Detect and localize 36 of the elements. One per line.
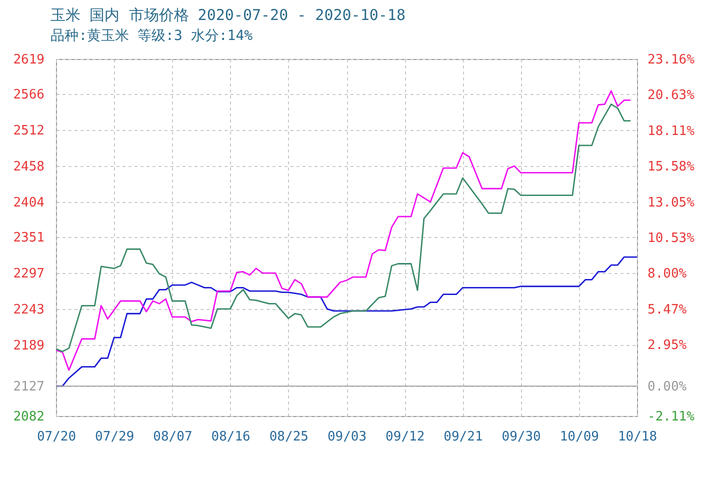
y2-tick-label: -2.11% bbox=[648, 410, 695, 424]
x-tick-label: 09/30 bbox=[502, 430, 541, 444]
x-tick-label: 10/18 bbox=[618, 430, 658, 444]
chart-subtitle: 品种:黄玉米 等级:3 水分:14% bbox=[50, 28, 254, 44]
x-tick-label: 09/12 bbox=[386, 430, 425, 444]
y2-tick-label: 15.58% bbox=[648, 160, 695, 175]
y2-tick-label: 13.05% bbox=[648, 195, 695, 210]
y-tick-label: 2404 bbox=[13, 195, 45, 210]
chart-title: 玉米 国内 市场价格 2020-07-20 - 2020-10-18 bbox=[50, 6, 406, 24]
x-tick-label: 09/03 bbox=[327, 430, 367, 444]
y2-tick-label: 8.00% bbox=[648, 266, 687, 282]
x-tick-label: 07/20 bbox=[36, 430, 76, 444]
x-tick-label: 08/07 bbox=[153, 430, 192, 444]
y-tick-label: 2566 bbox=[13, 88, 44, 103]
y-tick-label: 2619 bbox=[13, 52, 44, 68]
x-tick-label: 07/29 bbox=[95, 430, 134, 444]
y-tick-label: 2243 bbox=[13, 302, 44, 318]
y2-tick-label: 2.95% bbox=[648, 338, 687, 354]
line-series bbox=[56, 256, 637, 387]
y2-tick-label: 20.63% bbox=[648, 88, 695, 104]
x-tick-label: 10/09 bbox=[560, 430, 599, 444]
y2-tick-label: 10.53% bbox=[648, 230, 695, 246]
y2-tick-label: 23.16% bbox=[648, 52, 695, 68]
y-tick-label: 2297 bbox=[13, 266, 44, 282]
y-tick-label: 2458 bbox=[13, 160, 44, 175]
y-tick-label: 2351 bbox=[13, 230, 44, 246]
y2-tick-label: 18.11% bbox=[648, 124, 695, 139]
y-tick-label: 2512 bbox=[13, 124, 44, 139]
y2-tick-label: 0.00% bbox=[648, 380, 687, 395]
y-tick-label: 2127 bbox=[13, 380, 44, 395]
y2-tick-label: 5.47% bbox=[648, 302, 687, 318]
y-tick-label: 2082 bbox=[13, 410, 44, 424]
x-tick-label: 09/21 bbox=[444, 430, 483, 444]
x-tick-label: 08/16 bbox=[211, 430, 250, 444]
x-tick-label: 08/25 bbox=[269, 430, 308, 444]
y-tick-label: 2189 bbox=[13, 338, 44, 354]
